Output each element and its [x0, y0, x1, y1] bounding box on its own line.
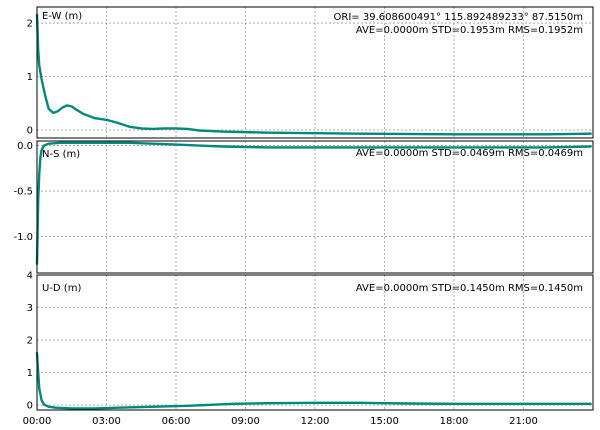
ew-y-tick-label: 1	[27, 72, 33, 83]
ew-origin-text: ORI= 39.608600491° 115.892489233° 87.515…	[334, 12, 583, 23]
x-tick-label: 09:00	[231, 416, 260, 426]
ns-panel-frame	[36, 140, 594, 274]
ns-panel-label: N-S (m)	[42, 149, 80, 160]
ns-y-tick-label: -0.5	[13, 187, 33, 198]
ew-panel-label: E-W (m)	[42, 11, 82, 22]
ew-stats-text: AVE=0.0000m STD=0.1953m RMS=0.1952m	[356, 25, 583, 36]
ud-y-tick-label: 3	[27, 303, 33, 314]
ew-y-tick-label: 0	[27, 125, 33, 136]
ns-y-tick-label: -1.0	[13, 232, 33, 243]
ns-y-tick-label: 0.0	[17, 141, 33, 152]
ew-y-tick-label: 2	[27, 19, 33, 30]
ud-y-tick-label: 2	[27, 336, 33, 347]
ud-panel-label: U-D (m)	[42, 283, 81, 294]
x-tick-label: 12:00	[301, 416, 330, 426]
x-tick-label: 15:00	[370, 416, 399, 426]
x-tick-label: 03:00	[92, 416, 121, 426]
ew-series-line	[35, 13, 592, 136]
ud-y-tick-label: 1	[27, 368, 33, 379]
x-tick-label: 06:00	[162, 416, 191, 426]
ns-series-line	[35, 141, 592, 266]
x-tick-label: 00:00	[23, 416, 52, 426]
ud-stats-text: AVE=0.0000m STD=0.1450m RMS=0.1450m	[356, 283, 583, 294]
ns-stats-text: AVE=0.0000m STD=0.0469m RMS=0.0469m	[356, 148, 583, 159]
ud-series-line	[35, 351, 592, 410]
x-tick-label: 21:00	[509, 416, 538, 426]
ud-y-tick-label: 4	[27, 271, 33, 282]
ew-panel-frame	[36, 6, 594, 139]
x-tick-label: 18:00	[440, 416, 469, 426]
ud-panel-frame	[36, 274, 594, 411]
ud-y-tick-label: 0	[27, 401, 33, 412]
